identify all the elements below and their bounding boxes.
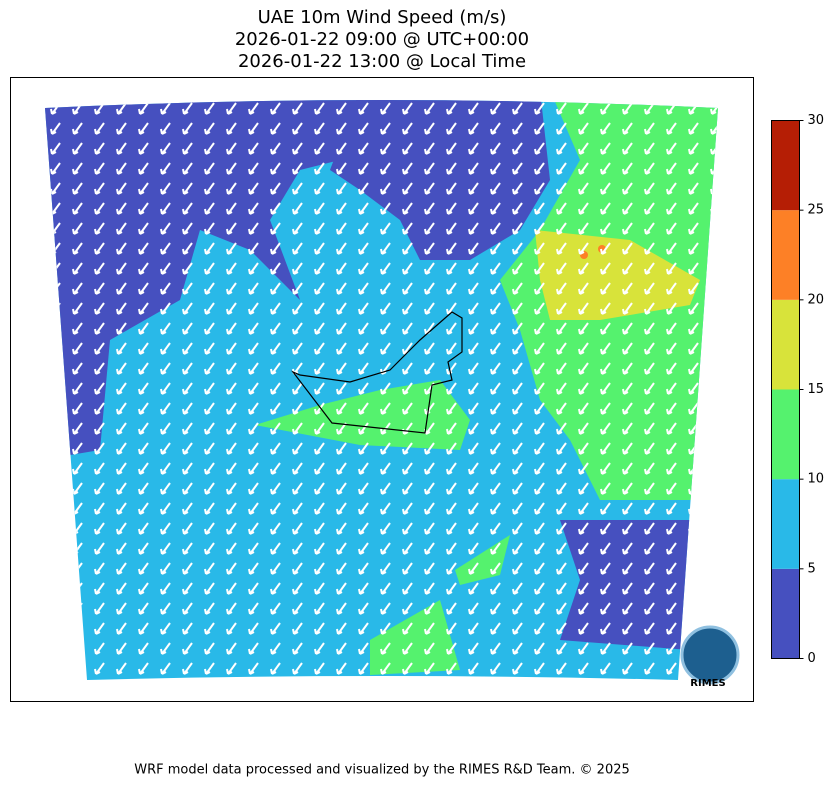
colorbar-band [771, 299, 800, 390]
uae-border [291, 311, 463, 434]
colorbar: 0 5 10 15 20 25 30 [771, 113, 825, 666]
colorbar-tick-label: 10 [808, 472, 825, 487]
colorbar-tick-label: 25 [808, 203, 825, 218]
colorbar-band [771, 210, 800, 300]
colorbar-band [771, 479, 800, 569]
title-line: 2026-01-22 13:00 @ Local Time [238, 51, 526, 72]
wind-arrows [45, 100, 718, 680]
colorbar-frame [771, 120, 800, 659]
colorbar-band [771, 568, 800, 659]
title-line: 2026-01-22 09:00 @ UTC+00:00 [235, 29, 529, 50]
colorbar-tick-label: 5 [808, 561, 816, 576]
colorbar-tick-label: 30 [808, 113, 825, 128]
colorbar-band [771, 389, 800, 480]
logo-text: RIMES [690, 678, 725, 689]
colorbar-tick-label: 20 [808, 292, 825, 307]
title-line: UAE 10m Wind Speed (m/s) [258, 7, 507, 28]
colorbar-band [771, 120, 800, 211]
wind-field [45, 100, 718, 680]
colorbar-tick-label: 15 [808, 382, 825, 397]
colorbar-tick-label: 0 [808, 651, 816, 666]
footer-credit: WRF model data processed and visualized … [134, 763, 630, 778]
map-frame [10, 77, 754, 702]
logo-emblem [680, 625, 740, 685]
